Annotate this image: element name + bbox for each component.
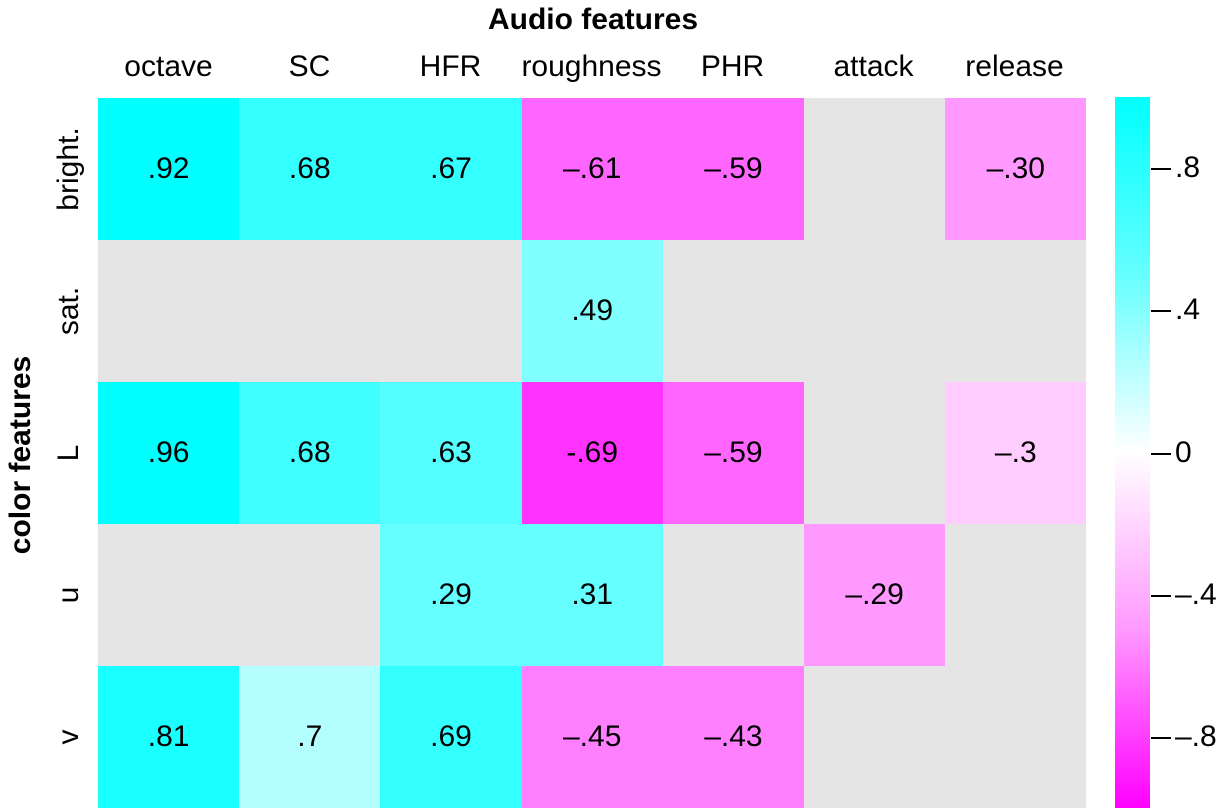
colorbar-tick-label: .8 (1175, 151, 1201, 185)
heatmap-cell: –.45 (521, 666, 663, 808)
heatmap-cell (804, 98, 946, 240)
heatmap-cell: –.59 (662, 382, 804, 524)
heatmap-cell: .67 (380, 98, 522, 240)
heatmap-cell (239, 240, 381, 382)
heatmap-cell: .68 (239, 98, 381, 240)
tick-mark (1151, 736, 1171, 739)
heatmap-cell: -.69 (521, 382, 663, 524)
heatmap-cell: .92 (98, 98, 240, 240)
heatmap-cell: .29 (380, 524, 522, 666)
x-label-octave: octave (124, 50, 213, 83)
heatmap-cell (804, 240, 946, 382)
heatmap-cell: .49 (521, 240, 663, 382)
x-axis-labels: octave SC HFR roughness PHR attack relea… (98, 44, 1088, 94)
colorbar-tick: –.8 (1151, 719, 1217, 753)
colorbar-tick: .4 (1151, 295, 1200, 325)
colorbar-tick-label: –.4 (1175, 577, 1217, 611)
heatmap-cell (98, 240, 240, 382)
heatmap-cell (98, 524, 240, 666)
x-label-hfr: HFR (419, 50, 482, 83)
heatmap-cell (804, 666, 946, 808)
heatmap-cell: –.59 (662, 98, 804, 240)
heatmap-cell: .69 (380, 666, 522, 808)
tick-mark (1151, 168, 1171, 171)
colorbar-tick: .8 (1151, 153, 1200, 183)
y-axis-labels: bright. sat. L u v (44, 98, 94, 808)
heatmap-cell: –.30 (945, 98, 1087, 240)
heatmap-cell: –.61 (521, 98, 663, 240)
x-label-roughness: roughness (521, 50, 662, 83)
heatmap-cell (945, 666, 1087, 808)
y-axis-title-text: color features (4, 355, 37, 555)
heatmap-cell (239, 524, 381, 666)
heatmap-cell (945, 524, 1087, 666)
colorbar-tick-label: –.8 (1175, 719, 1217, 753)
heatmap-cell: –.43 (662, 666, 804, 808)
heatmap-cell (380, 240, 522, 382)
y-label-u: u (52, 586, 85, 604)
tick-mark (1151, 594, 1171, 597)
colorbar-tick-label: .4 (1175, 293, 1201, 327)
heatmap-cell: .31 (521, 524, 663, 666)
x-label-attack: attack (833, 50, 914, 83)
heatmap-grid: .92.68.67 –.61 –.59 –.30.49.96.68.63 -.69 –.5… (98, 98, 1087, 808)
y-label-v: v (52, 729, 85, 745)
colorbar-tick-label: 0 (1175, 435, 1192, 469)
heatmap-cell: .68 (239, 382, 381, 524)
colorbar-tick: –.4 (1151, 577, 1217, 611)
heatmap-cell: .7 (239, 666, 381, 808)
colorbar-tick: 0 (1151, 435, 1192, 469)
tick-mark (1151, 452, 1171, 455)
heatmap-cell (804, 382, 946, 524)
tick-mark (1151, 310, 1171, 313)
y-label-sat: sat. (52, 286, 85, 336)
heatmap-cell (945, 240, 1087, 382)
x-label-sc: SC (288, 50, 331, 83)
heatmap-cell: –.3 (945, 382, 1087, 524)
x-label-release: release (965, 50, 1064, 83)
heatmap-cell: .81 (98, 666, 240, 808)
chart-title: Audio features (487, 3, 699, 36)
y-label-l: L (52, 444, 85, 462)
x-label-phr: PHR (700, 50, 765, 83)
heatmap-cell (662, 240, 804, 382)
heatmap-cell: .96 (98, 382, 240, 524)
heatmap-cell (662, 524, 804, 666)
colorbar (1115, 97, 1150, 808)
heatmap-cell: .63 (380, 382, 522, 524)
heatmap-cell: –.29 (804, 524, 946, 666)
y-label-bright: bright. (52, 127, 85, 211)
